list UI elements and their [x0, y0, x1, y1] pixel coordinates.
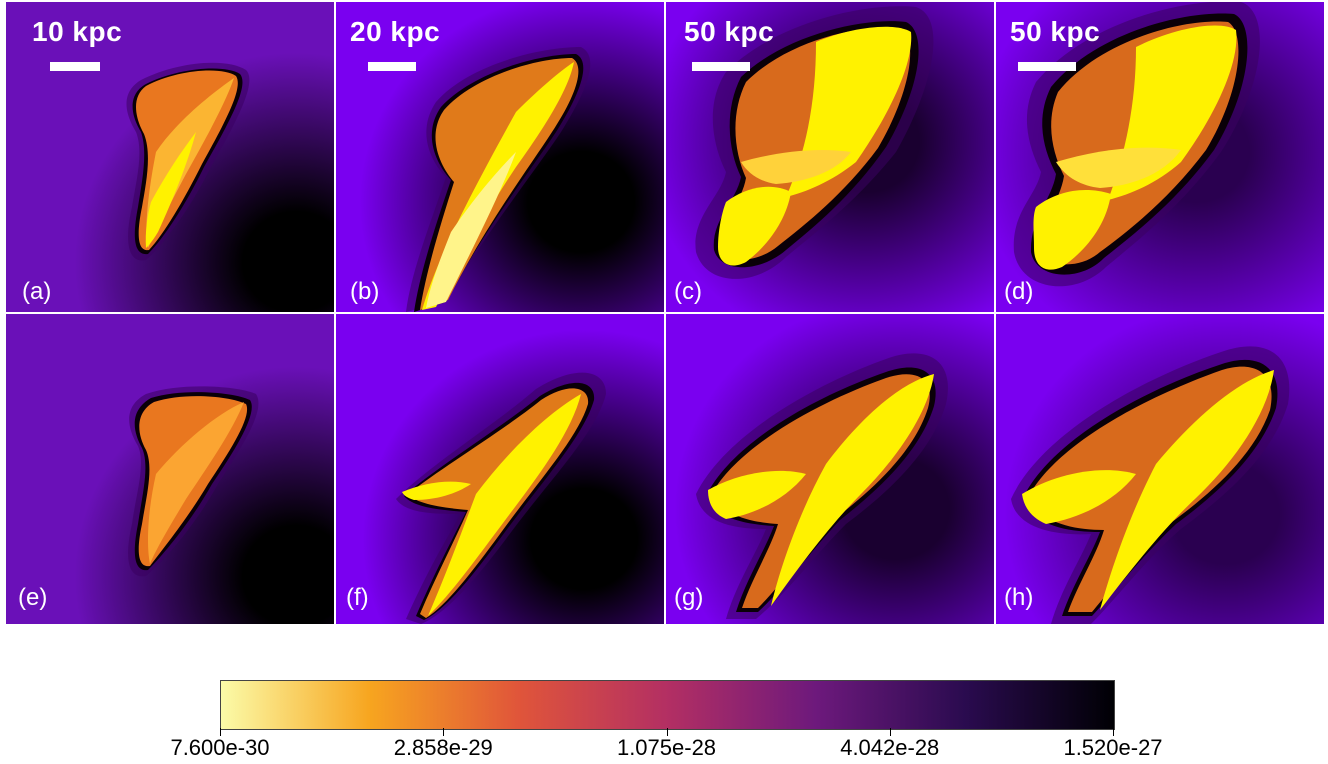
jet-lobe: [402, 481, 471, 500]
jet-lobe: [1100, 370, 1274, 610]
jet-lobe: [1056, 147, 1181, 188]
panel-h: (h): [996, 314, 1324, 624]
panel-label: (h): [1004, 584, 1034, 611]
colorbar-tick: [666, 728, 668, 736]
colorbar-tick: [443, 728, 445, 736]
panel-b: 20 kpc (b): [336, 2, 664, 312]
panel-e: (e): [6, 314, 334, 624]
density-map: [996, 314, 1324, 624]
panel-label: (f): [346, 584, 369, 611]
density-map: [336, 314, 664, 624]
panel-label: (g): [674, 584, 704, 611]
panel-label: (c): [674, 278, 702, 305]
panel-c: 50 kpc (c): [666, 2, 994, 312]
jet-lobe: [1033, 190, 1111, 270]
density-map: [6, 2, 334, 312]
jet-lobe: [428, 394, 581, 616]
jet-lobe: [718, 186, 791, 266]
scale-bar: [692, 62, 750, 71]
density-map: [6, 314, 334, 624]
jet-lobe: [771, 374, 934, 606]
density-map: [996, 2, 1324, 312]
colorbar-tick: [1113, 728, 1114, 736]
image-grid: 10 kpc (a) 20 kpc (b) 50 kpc (c) 50 kpc …: [6, 0, 1326, 624]
panel-label: (a): [22, 278, 52, 305]
panel-d: 50 kpc (d): [996, 2, 1324, 312]
jet-lobe: [741, 150, 851, 184]
panel-label: (e): [18, 584, 48, 611]
panel-label: (d): [1004, 278, 1034, 305]
density-map: [666, 314, 994, 624]
colorbar-tick-label: 1.075e-28: [616, 735, 717, 760]
density-map: [336, 2, 664, 312]
panel-a: 10 kpc (a): [6, 2, 334, 312]
scale-bar: [50, 62, 100, 71]
colorbar-tick-label: 4.042e-28: [840, 735, 940, 760]
colorbar-tick-label: 7.600e-30: [170, 735, 270, 760]
panel-f: (f): [336, 314, 664, 624]
colorbar-tick-label: 1.520e-27: [1063, 735, 1163, 760]
colorbar: [220, 680, 1115, 730]
jet-lobe: [426, 152, 516, 308]
jet-lobe: [145, 132, 196, 248]
density-map: [666, 2, 994, 312]
panel-g: (g): [666, 314, 994, 624]
colorbar-tick: [889, 728, 891, 736]
colorbar-tick: [220, 728, 221, 736]
scale-label: 50 kpc: [684, 16, 775, 47]
scale-label: 10 kpc: [32, 16, 123, 47]
scale-label: 20 kpc: [350, 16, 441, 47]
colorbar-tick-label: 2.858e-29: [393, 735, 493, 760]
scale-bar: [1018, 62, 1076, 71]
jet-lobe: [1022, 470, 1136, 524]
jet-lobe: [708, 470, 806, 519]
jet-lobe: [148, 402, 244, 564]
scale-bar: [368, 62, 416, 71]
panel-label: (b): [350, 278, 380, 305]
scale-label: 50 kpc: [1010, 16, 1101, 47]
